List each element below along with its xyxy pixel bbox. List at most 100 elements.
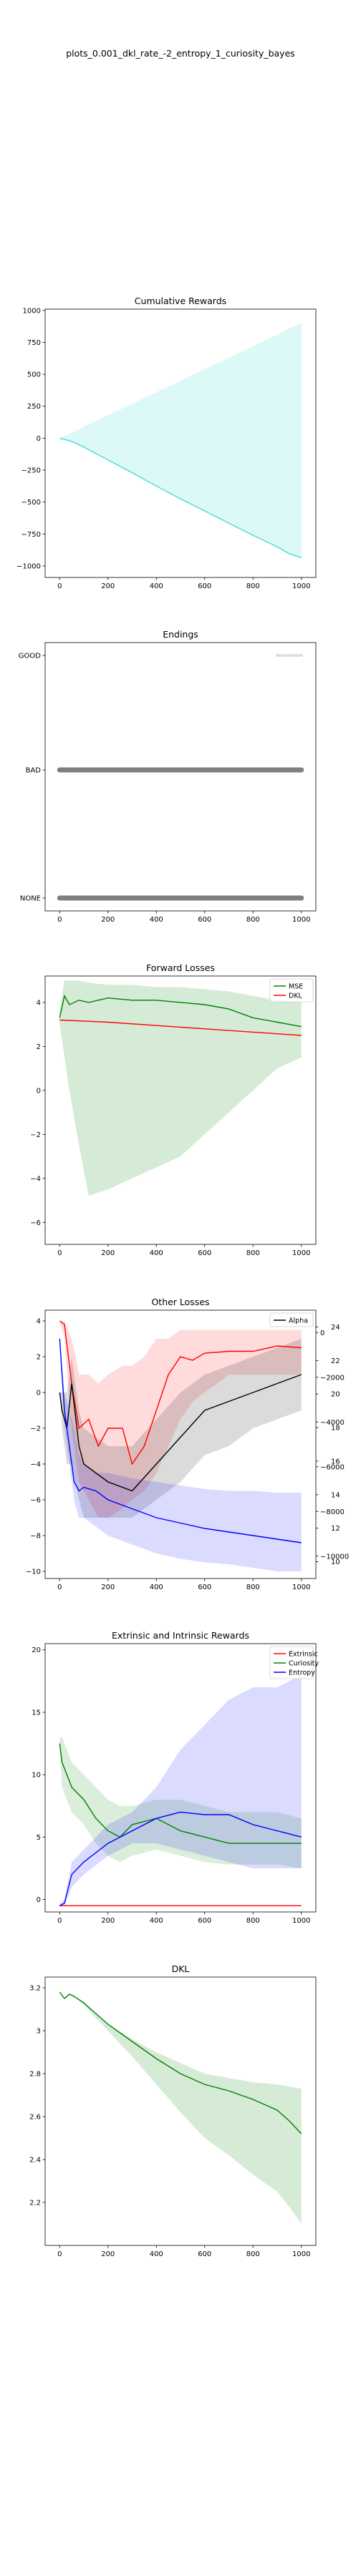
chart-0-ytick-label: −250 <box>21 467 41 475</box>
figure-title: plots_0.001_dkl_rate_-2_entropy_1_curios… <box>66 48 295 59</box>
chart-4-ytick-label: 20 <box>32 1646 41 1654</box>
chart-4-xtick-label: 200 <box>101 1917 115 1925</box>
endings-plot: Endings 0 200 400 600 800 1000 GOOD BAD NONE <box>19 629 317 924</box>
chart-3-xtick-label: 800 <box>246 1584 260 1591</box>
chart-1-category-label: GOOD <box>19 653 41 660</box>
chart-3-series-1-band <box>59 1339 302 1518</box>
chart-1-xtick-label: 600 <box>198 916 211 924</box>
chart-0-xtick-label: 200 <box>101 582 115 590</box>
chart-0-ytick-label: 0 <box>37 435 41 443</box>
chart-4-series-1-line <box>59 1743 302 1844</box>
chart-4-ytick-label: 0 <box>37 1896 41 1904</box>
chart-2-series-0-band <box>59 980 302 1196</box>
chart-3-y2-outer-tick-label: 10 <box>331 1558 340 1566</box>
chart-4-xtick-label: 800 <box>246 1917 260 1925</box>
chart-5-ytick-label: 2.2 <box>29 2200 41 2207</box>
chart-3-series-2-band <box>59 1339 302 1571</box>
chart-4-xtick-label: 0 <box>57 1917 62 1925</box>
chart-0-series-0-band <box>59 323 302 559</box>
chart-3-xtick-label: 1000 <box>292 1584 310 1591</box>
other-losses-plot: Other Losses 0 200 400 600 800 1000420−2−4−6−… <box>26 1297 349 1591</box>
chart-3-ytick-label: −6 <box>30 1497 41 1505</box>
chart-0-xtick-label: 600 <box>198 582 211 590</box>
chart-3-xtick-label: 0 <box>57 1584 62 1591</box>
chart-2-xtick-label: 200 <box>101 1249 115 1257</box>
chart-3-ytick-label: −4 <box>30 1461 41 1469</box>
chart-0-series-0-line <box>59 437 302 558</box>
chart-3-y2-inner-tick-label: 0 <box>320 1330 324 1337</box>
chart-3-y2-outer-tick-label: 12 <box>331 1525 340 1533</box>
chart-3-y2-outer-tick-label: 24 <box>331 1324 340 1332</box>
rewards-title: Extrinsic and Intrinsic Rewards <box>112 1630 249 1641</box>
chart-2-series-1-line <box>59 1019 302 1036</box>
endings-title: Endings <box>163 629 198 640</box>
chart-2-xtick-label: 400 <box>150 1249 163 1257</box>
chart-0-ytick-label: 1000 <box>23 307 41 315</box>
chart-0-xtick-label: 0 <box>57 582 62 590</box>
chart-4-series-2-line <box>59 1811 302 1906</box>
chart-0-ytick-label: −500 <box>21 499 41 507</box>
chart-5-ytick-label: 2.8 <box>29 2071 41 2079</box>
chart-5-ytick-label: 2.6 <box>29 2114 41 2122</box>
chart-4-xtick-label: 1000 <box>292 1917 310 1925</box>
chart-4-ytick-label: 10 <box>32 1772 41 1780</box>
cumulative-rewards-plot: Cumulative Rewards 0 200 400 600 800 1000 1000… <box>16 296 317 590</box>
chart-1-category-label: NONE <box>20 895 41 903</box>
chart-3-y2-inner-tick-label: −2000 <box>320 1374 345 1382</box>
chart-3-xtick-label: 400 <box>150 1584 163 1591</box>
chart-0-xtick-label: 800 <box>246 582 260 590</box>
chart-5-axes-frame <box>44 1976 317 2246</box>
chart-5-ytick-label: 3 <box>37 2028 41 2036</box>
chart-2-legend-label: DKL <box>289 992 303 1000</box>
rewards-plot: Extrinsic and Intrinsic Rewards 0 200 400 6… <box>32 1630 319 1925</box>
forward-losses-title: Forward Losses <box>146 962 215 973</box>
chart-0-ytick-label: 500 <box>27 371 41 379</box>
chart-3-series-0-band <box>59 1321 302 1518</box>
chart-4-legend-label: Extrinsic <box>289 1651 318 1659</box>
chart-3-ytick-label: −10 <box>26 1568 41 1576</box>
chart-4-legend-label: Curiosity <box>289 1660 319 1668</box>
chart-3-y2-outer-tick-label: 20 <box>331 1391 340 1399</box>
chart-4-xtick-label: 400 <box>150 1917 163 1925</box>
chart-2-ytick-label: 4 <box>37 999 41 1007</box>
chart-2-axes-frame <box>44 975 317 1245</box>
chart-3-axes-frame <box>44 1309 317 1579</box>
chart-3-ytick-label: −2 <box>30 1425 41 1433</box>
chart-5-xtick-label: 1000 <box>292 2250 310 2258</box>
chart-3-y2-inner-tick-label: −4000 <box>320 1419 345 1427</box>
chart-3-y2-outer-tick-label: 14 <box>331 1491 340 1499</box>
chart-5-xtick-label: 400 <box>150 2250 163 2258</box>
chart-2-legend-box <box>269 978 314 1002</box>
chart-5-ytick-label: 2.4 <box>29 2157 41 2165</box>
chart-2-xtick-label: 0 <box>57 1249 62 1257</box>
chart-4-ytick-label: 5 <box>37 1834 41 1842</box>
chart-5-xtick-label: 600 <box>198 2250 211 2258</box>
chart-3-ytick-label: −8 <box>30 1533 41 1541</box>
chart-4-legend-label: Entropy <box>289 1669 315 1677</box>
chart-3-y2-outer-tick-label: 16 <box>331 1458 340 1465</box>
dkl-title: DKL <box>172 1963 190 1974</box>
chart-4-axes-frame <box>44 1643 317 1913</box>
chart-5-ytick-label: 3.2 <box>29 1985 41 1993</box>
chart-5-series-0-band <box>59 1992 302 2224</box>
other-losses-title: Other Losses <box>151 1297 209 1307</box>
chart-4-series-1-band <box>59 1737 302 1868</box>
chart-1-xtick-label: 400 <box>150 916 163 924</box>
chart-5-xtick-label: 800 <box>246 2250 260 2258</box>
chart-3-y2-outer-tick-label: 22 <box>331 1357 340 1365</box>
chart-0-axes-frame <box>44 308 317 578</box>
chart-3-xtick-label: 200 <box>101 1584 115 1591</box>
chart-3-y2-inner-tick-label: −10000 <box>320 1553 349 1561</box>
chart-2-xtick-label: 800 <box>246 1249 260 1257</box>
chart-3-y2-outer-tick-label: 18 <box>331 1425 340 1433</box>
chart-2-ytick-label: −4 <box>30 1175 41 1183</box>
chart-0-xtick-label: 1000 <box>292 582 310 590</box>
chart-0-ytick-label: −1000 <box>16 562 41 570</box>
chart-3-ytick-label: 2 <box>37 1354 41 1362</box>
chart-2-ytick-label: 0 <box>37 1087 41 1095</box>
chart-3-series-2-line <box>59 1338 302 1543</box>
chart-3-series-0-line <box>59 1320 302 1465</box>
chart-2-series-0-line <box>59 994 302 1028</box>
chart-2-ytick-label: −2 <box>30 1131 41 1139</box>
